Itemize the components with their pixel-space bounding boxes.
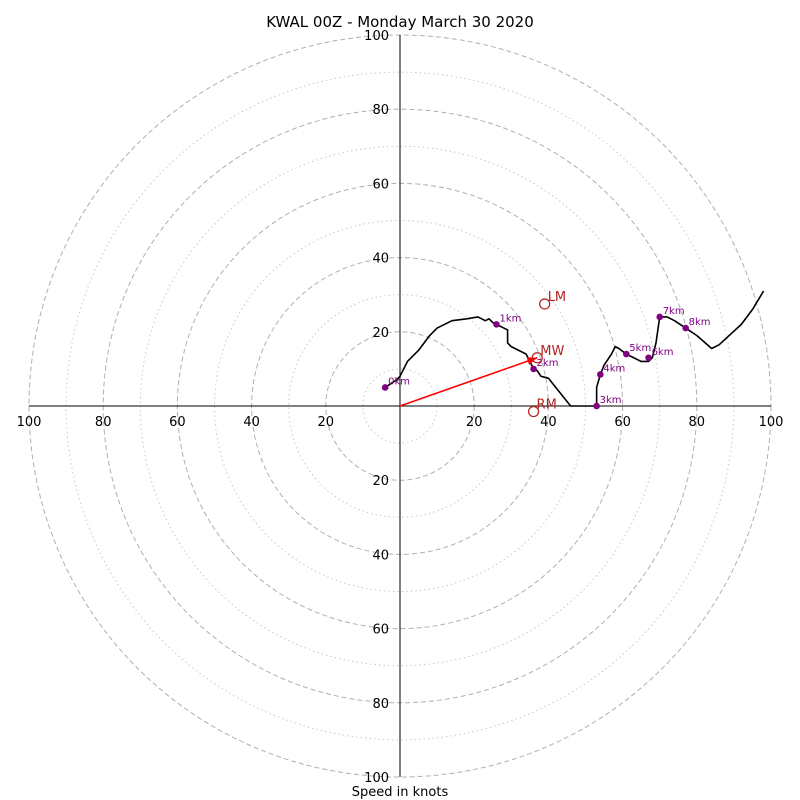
height-point (597, 371, 604, 378)
y-tick-label: 40 (372, 548, 389, 563)
x-tick-label: 60 (614, 415, 631, 430)
x-tick-label: 40 (243, 415, 260, 430)
height-point-label: 4km (603, 363, 625, 374)
x-tick-label: 40 (540, 415, 557, 430)
height-point (381, 384, 389, 391)
mean-wind-arrowhead (526, 357, 538, 365)
x-tick-label: 20 (466, 415, 483, 430)
y-tick-label: 60 (372, 623, 389, 638)
height-point (530, 365, 537, 373)
tick-labels: 100 100 80 80 60 60 40 40 20 20 20 20 40 40 60 60 80 80 10… (17, 29, 784, 786)
storm-motion-marker (527, 405, 540, 418)
storm-motion-label: RM (537, 398, 557, 413)
height-point-label: 8km (689, 317, 711, 328)
height-point-label: 3km (600, 395, 622, 406)
height-point-label: 5km (629, 343, 651, 354)
height-points: 0km 1km 2km 3km 4km 5km 6km 7km 8km (381, 306, 711, 410)
y-tick-label: 80 (372, 103, 389, 118)
hodograph-line (384, 290, 765, 407)
storm-motion-marker (539, 298, 551, 310)
y-tick-label: 20 (372, 474, 389, 489)
height-point-label: 6km (652, 347, 674, 358)
storm-motion-label: MW (540, 344, 564, 359)
x-axis-label: Speed in knots (352, 785, 449, 800)
storm-motion-label: LM (548, 290, 566, 305)
height-point (623, 350, 630, 358)
y-tick-label: 60 (372, 177, 389, 192)
mean-wind-arrow (399, 357, 538, 407)
height-point (493, 321, 500, 328)
x-tick-label: 20 (318, 415, 335, 430)
chart-title: KWAL 00Z - Monday March 30 2020 (266, 13, 534, 31)
height-point-label: 2km (537, 358, 559, 369)
x-tick-label: 100 (759, 415, 784, 430)
height-point (682, 324, 689, 332)
hodograph-trace (384, 290, 765, 407)
x-tick-label: 80 (689, 415, 706, 430)
x-tick-label: 100 (17, 415, 42, 430)
height-point-label: 0km (388, 376, 410, 387)
storm-motion-marker (531, 352, 543, 364)
y-tick-label: 100 (364, 29, 389, 44)
height-point (593, 402, 600, 410)
y-tick-label: 20 (372, 326, 389, 341)
y-tick-label: 100 (364, 771, 389, 786)
height-point-label: 7km (663, 306, 685, 317)
height-point-label: 1km (499, 313, 521, 324)
x-tick-label: 80 (95, 415, 112, 430)
x-tick-label: 60 (169, 415, 186, 430)
height-point (645, 354, 652, 362)
height-point (656, 313, 663, 321)
storm-motions: LM MW RM (527, 290, 566, 418)
y-tick-label: 40 (372, 252, 389, 267)
y-tick-label: 80 (372, 697, 389, 712)
